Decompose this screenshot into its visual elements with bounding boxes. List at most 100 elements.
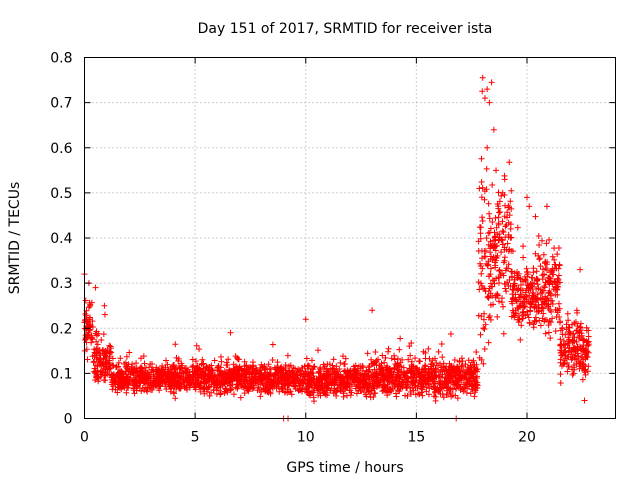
data-point	[255, 384, 262, 391]
data-point	[193, 342, 200, 349]
data-point	[170, 389, 177, 396]
data-point	[172, 378, 179, 385]
data-point	[326, 382, 333, 389]
data-point	[252, 368, 259, 375]
data-point	[226, 382, 233, 389]
data-point	[198, 374, 205, 381]
data-point	[371, 366, 378, 373]
data-point	[471, 393, 478, 400]
data-point	[407, 389, 414, 396]
x-tick-label: 10	[297, 430, 315, 446]
data-point	[85, 331, 92, 338]
data-point	[314, 383, 321, 390]
data-point	[379, 352, 386, 359]
data-point	[269, 385, 276, 392]
data-point	[197, 388, 204, 395]
data-point	[109, 374, 116, 381]
data-point	[365, 364, 372, 371]
data-point	[196, 346, 203, 353]
data-point	[321, 388, 328, 395]
data-point	[316, 378, 323, 385]
data-point	[240, 373, 247, 380]
data-point	[227, 385, 234, 392]
data-point	[344, 373, 351, 380]
data-point	[163, 375, 170, 382]
data-point	[195, 377, 202, 384]
data-point	[178, 381, 185, 388]
data-point	[275, 374, 282, 381]
data-point	[101, 311, 108, 318]
data-point	[440, 394, 447, 401]
data-point	[436, 380, 443, 387]
data-point	[94, 367, 101, 374]
data-point	[149, 382, 156, 389]
data-point	[142, 384, 149, 391]
data-point	[305, 383, 312, 390]
data-point	[121, 384, 128, 391]
data-point	[189, 364, 196, 371]
data-point	[370, 393, 377, 400]
data-point	[156, 367, 163, 374]
data-point	[133, 365, 140, 372]
data-point	[431, 393, 438, 400]
data-point	[468, 365, 475, 372]
data-point	[324, 392, 331, 399]
data-point	[432, 397, 439, 404]
data-point	[245, 370, 252, 377]
data-point	[235, 371, 242, 378]
data-point	[319, 381, 326, 388]
data-point	[208, 389, 215, 396]
data-point	[206, 383, 213, 390]
y-tick-label: 0.3	[50, 276, 72, 292]
data-point	[451, 356, 458, 363]
data-point	[397, 335, 404, 342]
y-axis-title: SRMTID / TECUs	[7, 182, 23, 295]
data-point	[82, 297, 89, 304]
data-point	[286, 380, 293, 387]
data-point	[282, 388, 289, 395]
data-point	[138, 388, 145, 395]
data-point	[186, 369, 193, 376]
data-point	[448, 393, 455, 400]
data-point	[150, 372, 157, 379]
y-tick-label: 0.8	[50, 51, 72, 67]
data-point	[94, 341, 101, 348]
data-point	[244, 387, 251, 394]
data-point	[304, 379, 311, 386]
data-point	[91, 365, 98, 372]
data-point	[98, 337, 105, 344]
data-point	[211, 357, 218, 364]
data-point	[408, 339, 415, 346]
data-point	[123, 353, 130, 360]
data-point	[131, 390, 138, 397]
data-point	[262, 382, 269, 389]
data-point	[310, 389, 317, 396]
data-point	[272, 366, 279, 373]
data-point	[333, 363, 340, 370]
data-point	[225, 369, 232, 376]
data-point	[446, 370, 453, 377]
data-point	[243, 384, 250, 391]
data-point	[398, 368, 405, 375]
data-point	[454, 395, 461, 402]
data-point	[259, 363, 266, 370]
data-point	[341, 361, 348, 368]
data-point	[350, 378, 357, 385]
data-point	[243, 363, 250, 370]
data-point	[159, 379, 166, 386]
data-point	[173, 354, 180, 361]
data-point	[357, 371, 364, 378]
data-point	[96, 346, 103, 353]
data-point	[257, 367, 264, 374]
data-point	[264, 388, 271, 395]
data-point	[287, 388, 294, 395]
data-point	[331, 373, 338, 380]
data-point	[201, 376, 208, 383]
data-point	[230, 391, 237, 398]
data-point	[369, 361, 376, 368]
data-point	[249, 385, 256, 392]
data-point	[241, 358, 248, 365]
data-point	[265, 371, 272, 378]
